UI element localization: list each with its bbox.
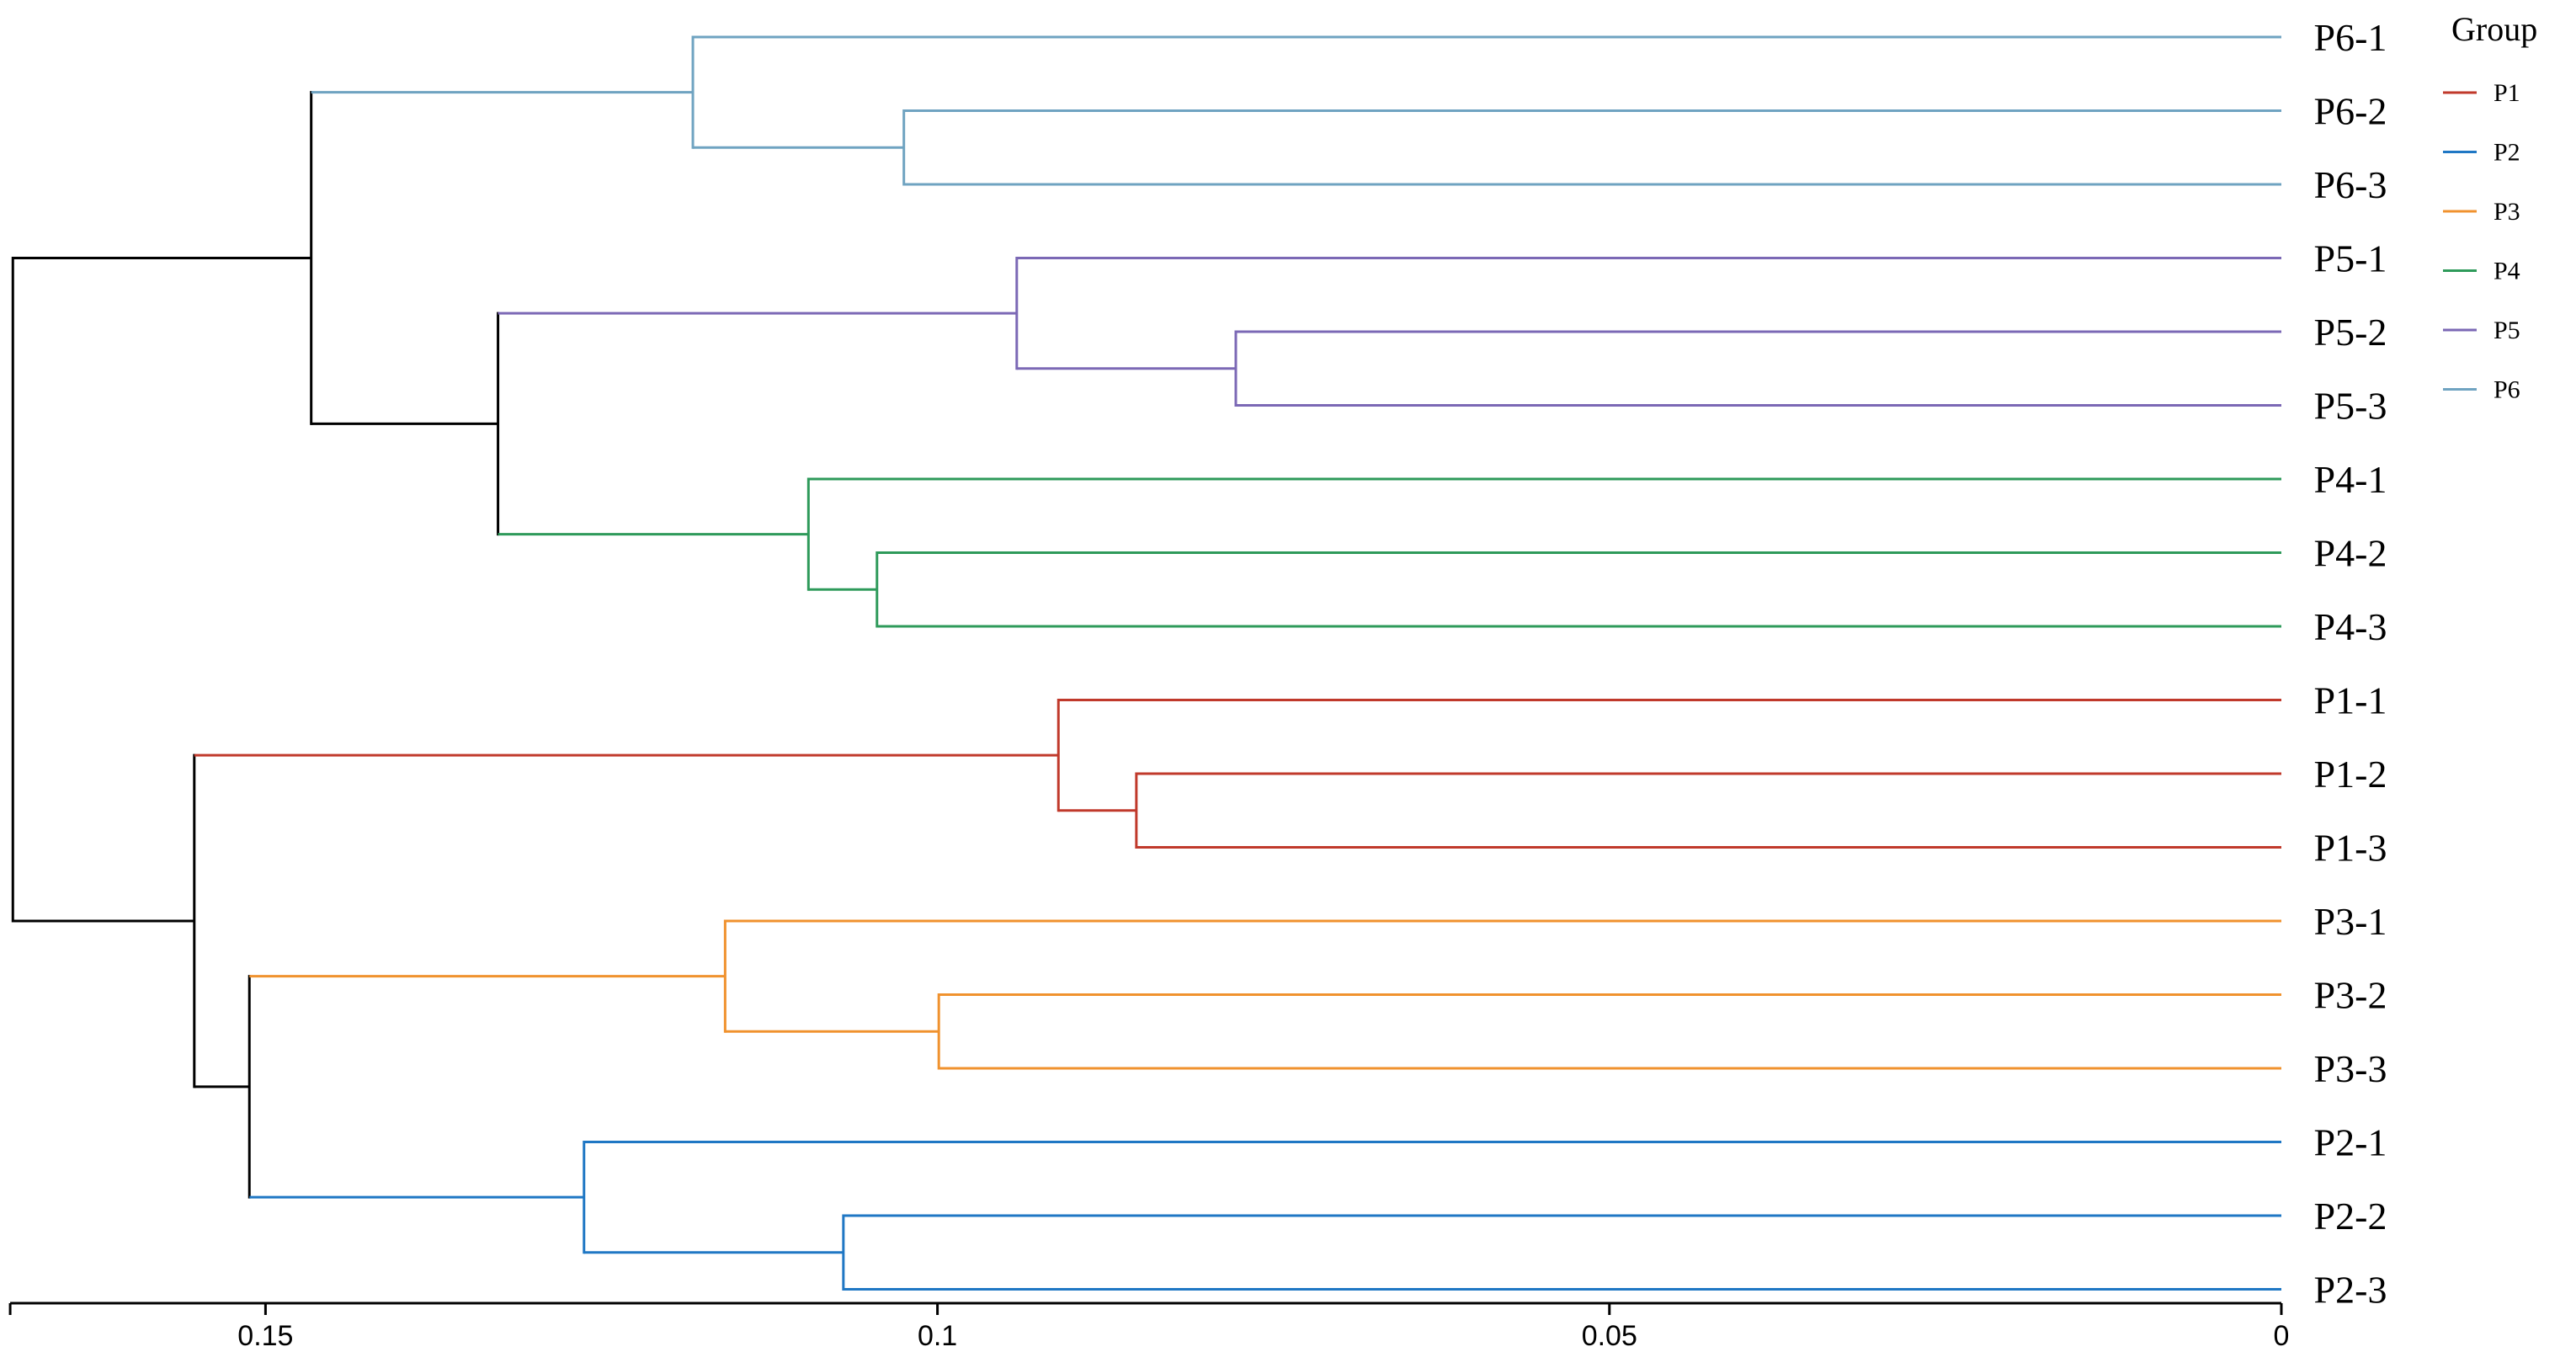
leaf-label-p4-3: P4-3 bbox=[2314, 605, 2387, 648]
leaf-label-p1-3: P1-3 bbox=[2314, 827, 2387, 870]
leaf-label-p4-1: P4-1 bbox=[2314, 458, 2387, 501]
legend-label-p2: P2 bbox=[2494, 139, 2520, 167]
legend-label-p3: P3 bbox=[2494, 198, 2520, 226]
x-tick-label-2: 0.05 bbox=[1582, 1320, 1637, 1352]
leaf-label-p5-3: P5-3 bbox=[2314, 385, 2387, 428]
leaf-label-p2-1: P2-1 bbox=[2314, 1121, 2387, 1164]
leaf-label-p4-2: P4-2 bbox=[2314, 532, 2387, 575]
legend-label-p1: P1 bbox=[2494, 79, 2520, 107]
legend-title: Group bbox=[2451, 10, 2537, 48]
dendrogram-branches bbox=[11, 35, 2281, 1291]
leaf-label-p5-2: P5-2 bbox=[2314, 311, 2387, 354]
legend-label-p6: P6 bbox=[2494, 376, 2520, 404]
leaf-label-p2-3: P2-3 bbox=[2314, 1269, 2387, 1312]
x-tick-label-1: 0.1 bbox=[918, 1320, 957, 1352]
leaf-label-p6-1: P6-1 bbox=[2314, 16, 2387, 59]
leaf-label-p3-1: P3-1 bbox=[2314, 900, 2387, 943]
leaf-label-p1-2: P1-2 bbox=[2314, 753, 2387, 796]
leaf-labels: P6-1 P6-2 P6-3 P5-1 P5-2 P5-3 P4-1 P4-2 P4-3 P1-1… bbox=[2314, 16, 2387, 1312]
leaf-label-p1-1: P1-1 bbox=[2314, 679, 2387, 722]
legend: Group P1 P2 P3 P4 P5 P6 bbox=[2443, 10, 2537, 404]
leaf-label-p3-2: P3-2 bbox=[2314, 974, 2387, 1017]
legend-label-p4: P4 bbox=[2494, 258, 2520, 285]
leaf-label-p6-3: P6-3 bbox=[2314, 163, 2387, 206]
x-tick-label-3: 0 bbox=[2274, 1320, 2290, 1352]
x-axis: 0.15 0.1 0.05 0 bbox=[8, 1301, 2290, 1352]
leaf-label-p5-1: P5-1 bbox=[2314, 237, 2387, 280]
leaf-label-p6-2: P6-2 bbox=[2314, 90, 2387, 133]
x-tick-label-0: 0.15 bbox=[237, 1320, 293, 1352]
leaf-label-p2-2: P2-2 bbox=[2314, 1195, 2387, 1238]
legend-label-p5: P5 bbox=[2494, 317, 2520, 344]
leaf-label-p3-3: P3-3 bbox=[2314, 1047, 2387, 1090]
